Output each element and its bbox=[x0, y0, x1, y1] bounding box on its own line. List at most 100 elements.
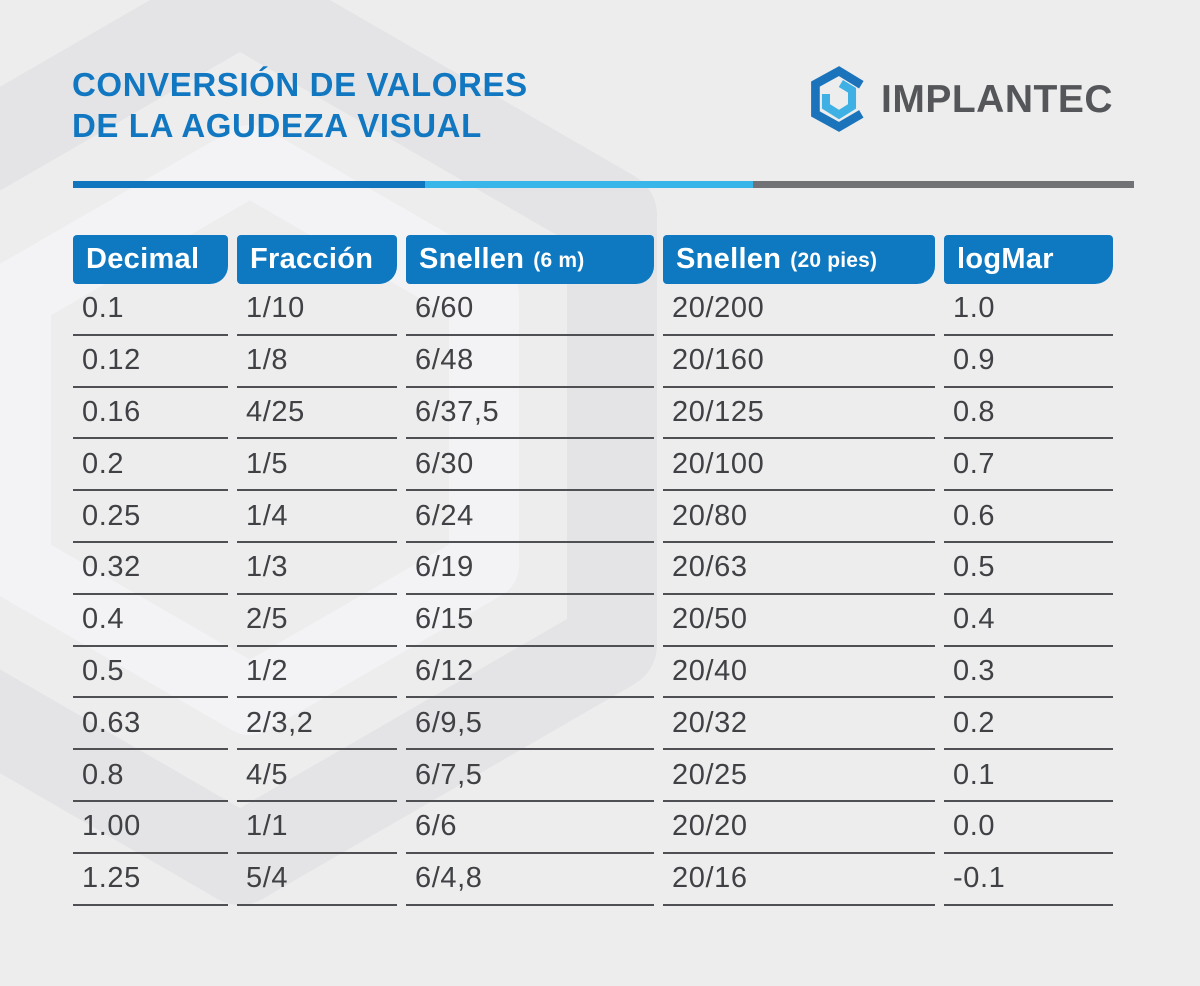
table-cell: 0.12 bbox=[73, 336, 228, 388]
table-cell: 20/200 bbox=[663, 284, 935, 336]
table-cell: 0.7 bbox=[944, 439, 1113, 492]
column-header-sublabel: (6 m) bbox=[533, 249, 585, 272]
table-cell: 6/30 bbox=[406, 439, 654, 492]
table-cell: 0.0 bbox=[944, 802, 1113, 854]
table-cell: 1.00 bbox=[73, 802, 228, 854]
table-row: 0.2 1/5 6/30 20/100 0.7 bbox=[73, 439, 1113, 492]
table-cell: 6/60 bbox=[406, 284, 654, 336]
table-cell: 20/80 bbox=[663, 491, 935, 543]
table-cell: 0.63 bbox=[73, 698, 228, 751]
table-cell: 20/125 bbox=[663, 388, 935, 440]
brand-wordmark: IMPLANTEC bbox=[881, 76, 1113, 122]
tricolor-divider bbox=[73, 181, 1134, 188]
page-title: CONVERSIÓN DE VALORES DE LA AGUDEZA VISU… bbox=[72, 64, 528, 146]
table-row: 1.25 5/4 6/4,8 20/16 -0.1 bbox=[73, 854, 1113, 906]
table-cell: 20/40 bbox=[663, 647, 935, 699]
column-header-label: logMar bbox=[957, 243, 1054, 275]
table-cell: 1/10 bbox=[237, 284, 397, 336]
column-header-label: Snellen bbox=[419, 243, 525, 275]
table-cell: 0.5 bbox=[73, 647, 228, 699]
table-cell: 1.0 bbox=[944, 284, 1113, 336]
brand-wordmark-regular: IMPLAN bbox=[881, 78, 1034, 121]
table-cell: 5/4 bbox=[237, 854, 397, 906]
column-header-sublabel: (20 pies) bbox=[790, 249, 878, 272]
table-cell: 6/48 bbox=[406, 336, 654, 388]
table-cell: 0.8 bbox=[944, 388, 1113, 440]
table-cell: 20/25 bbox=[663, 750, 935, 802]
table-cell: 2/3,2 bbox=[237, 698, 397, 751]
table-cell: 0.8 bbox=[73, 750, 228, 802]
table-cell: 0.2 bbox=[944, 698, 1113, 751]
table-cell: 20/20 bbox=[663, 802, 935, 854]
column-header-cell: Snellen (20 pies) bbox=[663, 235, 935, 284]
table-cell: 6/15 bbox=[406, 595, 654, 647]
table-cell: 20/50 bbox=[663, 595, 935, 647]
divider-segment-light-blue bbox=[425, 181, 753, 188]
table-cell: 1/1 bbox=[237, 802, 397, 854]
implantec-hexagon-icon bbox=[808, 66, 870, 132]
table-cell: 0.2 bbox=[73, 439, 228, 492]
table-cell: 0.6 bbox=[944, 491, 1113, 543]
table-cell: 0.9 bbox=[944, 336, 1113, 388]
column-header-cell: Snellen (6 m) bbox=[406, 235, 654, 284]
table-row: 0.8 4/5 6/7,5 20/25 0.1 bbox=[73, 750, 1113, 802]
table-cell: 0.3 bbox=[944, 647, 1113, 699]
title-line-2: DE LA AGUDEZA VISUAL bbox=[72, 107, 482, 144]
table-cell: 6/19 bbox=[406, 543, 654, 595]
table-row: 0.12 1/8 6/48 20/160 0.9 bbox=[73, 336, 1113, 388]
table-row: 0.5 1/2 6/12 20/40 0.3 bbox=[73, 647, 1113, 699]
table-cell: 2/5 bbox=[237, 595, 397, 647]
table-cell: 6/12 bbox=[406, 647, 654, 699]
table-cell: 1/4 bbox=[237, 491, 397, 543]
table-cell: 20/63 bbox=[663, 543, 935, 595]
column-header-cell: Decimal bbox=[73, 235, 228, 284]
table-cell: 1/8 bbox=[237, 336, 397, 388]
column-header-cell: logMar bbox=[944, 235, 1113, 284]
table-cell: 0.5 bbox=[944, 543, 1113, 595]
table-row: 0.32 1/3 6/19 20/63 0.5 bbox=[73, 543, 1113, 595]
column-header-label: Decimal bbox=[86, 243, 200, 275]
table-cell: -0.1 bbox=[944, 854, 1113, 906]
table-header-row: Decimal Fracción Snellen (6 m) Snellen (… bbox=[73, 235, 1113, 284]
column-header-label: Snellen bbox=[676, 243, 782, 275]
table-cell: 0.4 bbox=[73, 595, 228, 647]
table-cell: 6/24 bbox=[406, 491, 654, 543]
table-row: 1.00 1/1 6/6 20/20 0.0 bbox=[73, 802, 1113, 854]
table-cell: 20/100 bbox=[663, 439, 935, 492]
table-row: 0.63 2/3,2 6/9,5 20/32 0.2 bbox=[73, 698, 1113, 751]
table-cell: 6/9,5 bbox=[406, 698, 654, 751]
table-cell: 20/16 bbox=[663, 854, 935, 906]
table-cell: 1/5 bbox=[237, 439, 397, 492]
table-cell: 4/5 bbox=[237, 750, 397, 802]
table-cell: 1.25 bbox=[73, 854, 228, 906]
table-cell: 20/160 bbox=[663, 336, 935, 388]
table-cell: 0.4 bbox=[944, 595, 1113, 647]
table-cell: 1/2 bbox=[237, 647, 397, 699]
column-header-cell: Fracción bbox=[237, 235, 397, 284]
brand-wordmark-bold: TEC bbox=[1033, 78, 1113, 121]
table-cell: 0.1 bbox=[944, 750, 1113, 802]
table-cell: 6/6 bbox=[406, 802, 654, 854]
table-cell: 1/3 bbox=[237, 543, 397, 595]
column-header-label: Fracción bbox=[250, 243, 374, 275]
table-row: 0.1 1/10 6/60 20/200 1.0 bbox=[73, 284, 1113, 336]
table-cell: 20/32 bbox=[663, 698, 935, 751]
table-row: 0.25 1/4 6/24 20/80 0.6 bbox=[73, 491, 1113, 543]
table-body: 0.1 1/10 6/60 20/200 1.0 0.12 1/8 6/48 20/160 0.9… bbox=[73, 284, 1113, 906]
conversion-table: Decimal Fracción Snellen (6 m) Snellen (… bbox=[73, 235, 1113, 906]
table-cell: 0.16 bbox=[73, 388, 228, 440]
table-row: 0.16 4/25 6/37,5 20/125 0.8 bbox=[73, 388, 1113, 440]
table-row: 0.4 2/5 6/15 20/50 0.4 bbox=[73, 595, 1113, 647]
table-cell: 0.32 bbox=[73, 543, 228, 595]
brand-logo: IMPLANTEC bbox=[808, 66, 1113, 132]
title-line-1: CONVERSIÓN DE VALORES bbox=[72, 66, 528, 103]
divider-segment-gray bbox=[753, 181, 1134, 188]
table-cell: 4/25 bbox=[237, 388, 397, 440]
table-cell: 0.25 bbox=[73, 491, 228, 543]
table-cell: 0.1 bbox=[73, 284, 228, 336]
table-cell: 6/37,5 bbox=[406, 388, 654, 440]
table-cell: 6/7,5 bbox=[406, 750, 654, 802]
table-cell: 6/4,8 bbox=[406, 854, 654, 906]
divider-segment-dark-blue bbox=[73, 181, 425, 188]
